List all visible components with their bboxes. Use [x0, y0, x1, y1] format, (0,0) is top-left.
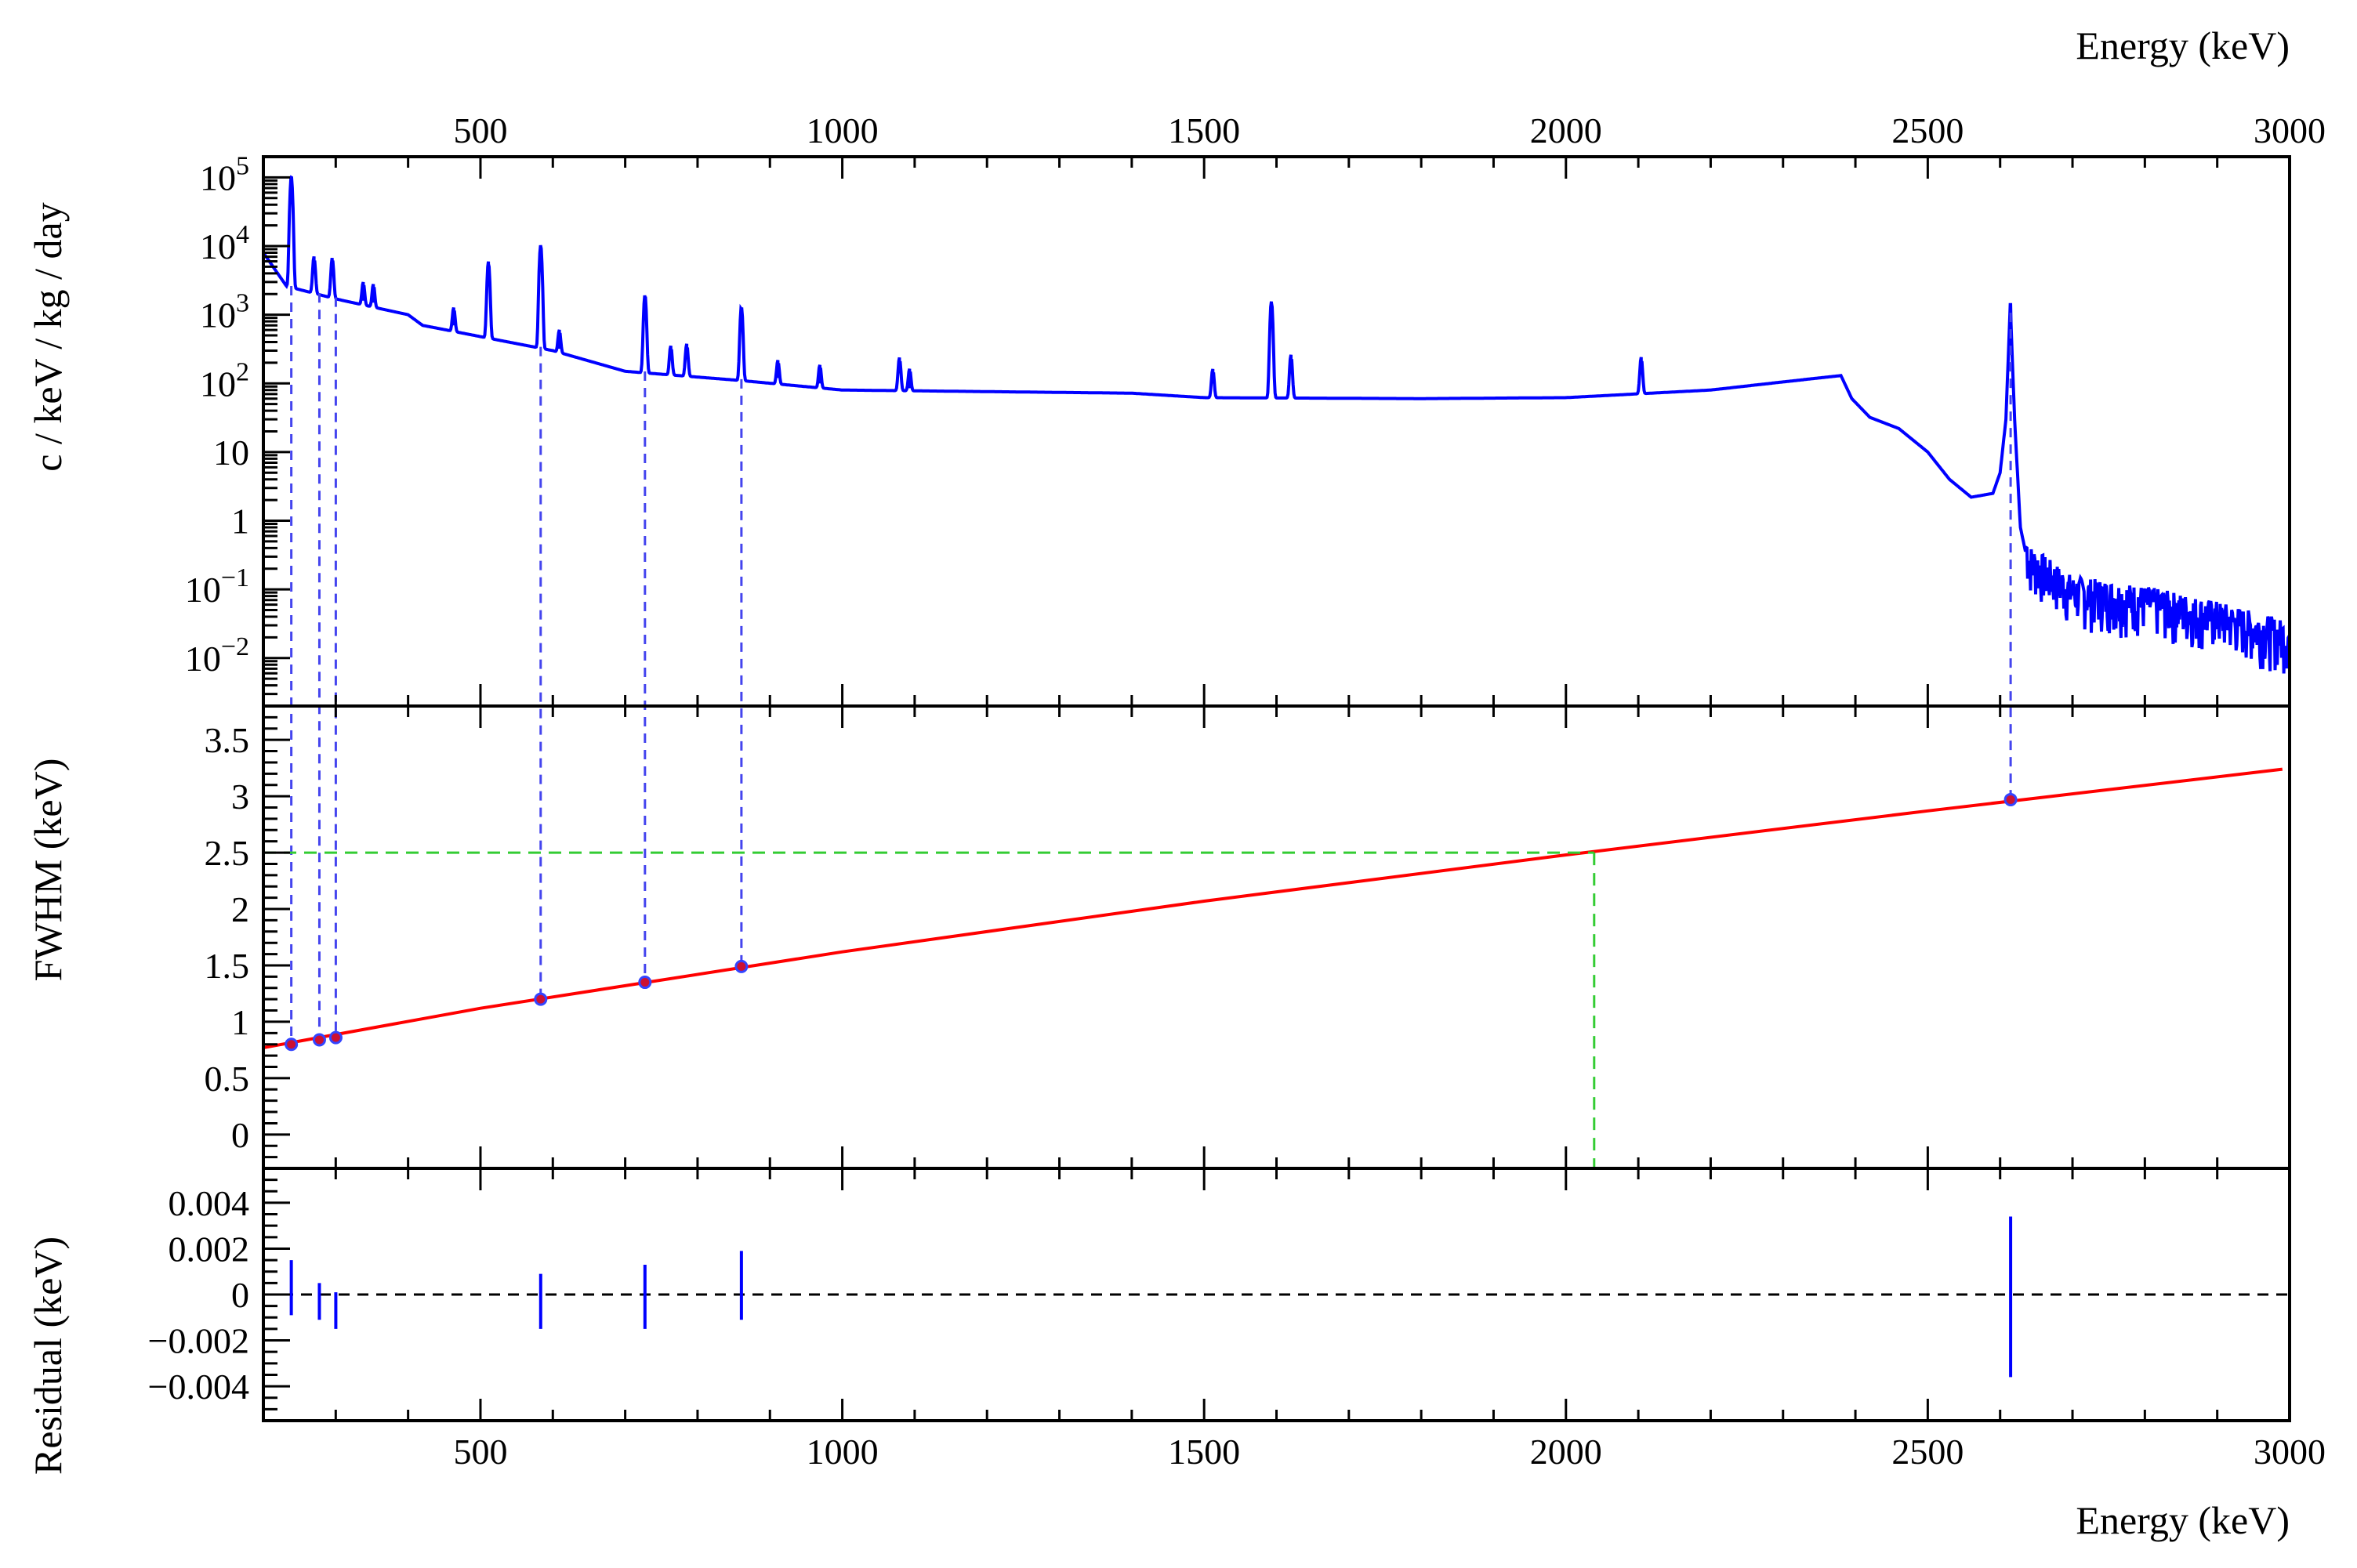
fwhm-y-tick-label: 2.5	[205, 833, 250, 873]
top-x-tick-label: 2500	[1891, 110, 1964, 150]
spectrum-y-tick-label: 104	[200, 220, 249, 266]
spectrum-frame	[262, 155, 2291, 708]
top-x-tick-label: 1500	[1168, 110, 1240, 150]
residual-y-tick-label: 0	[231, 1275, 249, 1315]
fwhm-data-point	[638, 976, 652, 990]
bottom-x-tick-label: 1500	[1168, 1432, 1240, 1472]
spectrum-y-tick-label: 10	[213, 433, 249, 473]
fwhm-fit-line	[263, 767, 2283, 1049]
fwhm-data-point	[734, 959, 749, 973]
bottom-x-tick-label: 500	[453, 1432, 507, 1472]
residual-y-axis-title: Residual (keV)	[26, 1237, 70, 1475]
spectrum-y-tick-label: 105	[200, 151, 249, 197]
fwhm-data-point	[534, 992, 548, 1006]
top-x-tick-label: 1000	[807, 110, 879, 150]
fwhm-y-axis-title: FWHM (keV)	[26, 759, 70, 982]
spectrum-y-axis-title: c / keV / kg / day	[26, 202, 70, 471]
bottom-x-tick-label: 1000	[807, 1432, 879, 1472]
residual-panel	[263, 1216, 2290, 1378]
top-x-tick-label: 3000	[2254, 110, 2326, 150]
spectrum-y-tick-label: 102	[200, 357, 249, 404]
spectrum-y-tick-label: 10−1	[185, 563, 249, 610]
residual-y-tick-label: 0.002	[169, 1229, 250, 1269]
residual-y-tick-label: −0.002	[148, 1321, 249, 1361]
fwhm-y-tick-label: 2	[231, 889, 249, 929]
fwhm-y-tick-label: 1.5	[205, 946, 250, 986]
fwhm-frame	[262, 704, 2291, 1170]
residual-y-tick-label: −0.004	[148, 1367, 249, 1407]
spectrum-y-tick-label: 10−2	[185, 632, 249, 679]
bottom-x-tick-label: 2000	[1530, 1432, 1602, 1472]
top-axis-title: Energy (keV)	[2076, 24, 2290, 67]
fwhm-y-tick-label: 1	[231, 1002, 249, 1042]
fwhm-y-tick-label: 3	[231, 777, 249, 817]
spectrum-y-tick-label: 1	[231, 502, 249, 541]
fwhm-y-tick-label: 0	[231, 1115, 249, 1155]
fwhm-data-point	[285, 1037, 299, 1052]
top-x-tick-label: 2000	[1530, 110, 1602, 150]
fwhm-y-tick-label: 3.5	[205, 720, 250, 760]
bottom-x-tick-label: 3000	[2254, 1432, 2326, 1472]
bottom-x-tick-label: 2500	[1891, 1432, 1964, 1472]
spectrum-y-tick-label: 103	[200, 289, 249, 335]
residual-y-tick-label: 0.004	[169, 1183, 250, 1223]
bottom-axis-title: Energy (keV)	[2076, 1498, 2290, 1542]
fwhm-data-point	[328, 1030, 343, 1045]
fwhm-data-point	[312, 1033, 326, 1047]
spectrum-panel	[263, 175, 2290, 674]
fwhm-panel	[263, 285, 2283, 1168]
fwhm-data-point	[2003, 792, 2018, 806]
spectrum-line	[263, 175, 2290, 674]
top-x-tick-label: 500	[453, 110, 507, 150]
fwhm-y-tick-label: 0.5	[205, 1059, 250, 1099]
